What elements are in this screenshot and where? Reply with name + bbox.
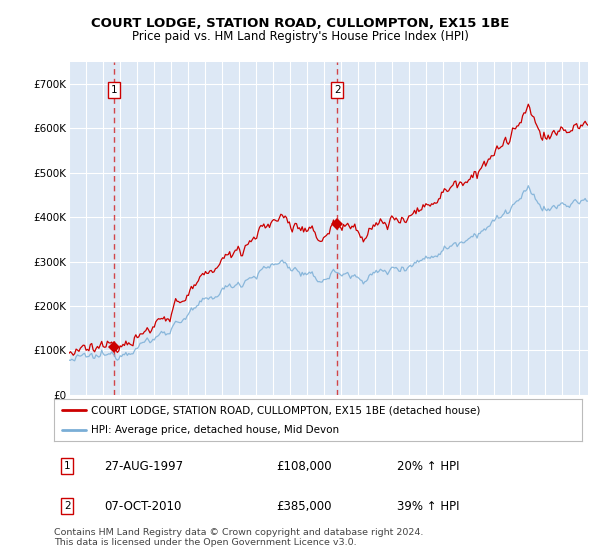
Text: 1: 1 <box>111 85 118 95</box>
Text: 2: 2 <box>334 85 341 95</box>
Text: COURT LODGE, STATION ROAD, CULLOMPTON, EX15 1BE: COURT LODGE, STATION ROAD, CULLOMPTON, E… <box>91 17 509 30</box>
Text: 07-OCT-2010: 07-OCT-2010 <box>104 500 182 513</box>
Text: COURT LODGE, STATION ROAD, CULLOMPTON, EX15 1BE (detached house): COURT LODGE, STATION ROAD, CULLOMPTON, E… <box>91 405 481 416</box>
Text: 1: 1 <box>64 461 71 472</box>
Text: 39% ↑ HPI: 39% ↑ HPI <box>397 500 460 513</box>
Text: Contains HM Land Registry data © Crown copyright and database right 2024.
This d: Contains HM Land Registry data © Crown c… <box>54 528 424 547</box>
Text: £385,000: £385,000 <box>276 500 331 513</box>
Text: £108,000: £108,000 <box>276 460 331 473</box>
Text: HPI: Average price, detached house, Mid Devon: HPI: Average price, detached house, Mid … <box>91 425 339 435</box>
Text: 20% ↑ HPI: 20% ↑ HPI <box>397 460 460 473</box>
Text: 2: 2 <box>64 501 71 511</box>
Text: Price paid vs. HM Land Registry's House Price Index (HPI): Price paid vs. HM Land Registry's House … <box>131 30 469 43</box>
Text: 27-AUG-1997: 27-AUG-1997 <box>104 460 183 473</box>
